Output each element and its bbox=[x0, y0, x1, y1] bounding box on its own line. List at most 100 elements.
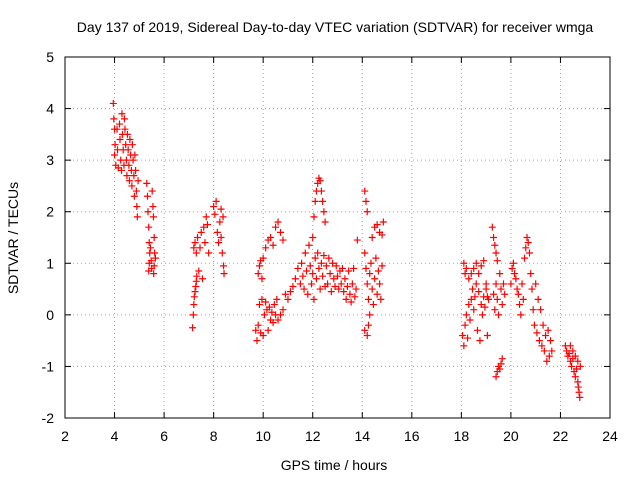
data-point bbox=[465, 301, 473, 309]
data-point bbox=[190, 244, 198, 252]
data-point bbox=[147, 257, 155, 265]
data-point bbox=[497, 285, 505, 293]
data-point bbox=[527, 270, 535, 278]
data-point bbox=[122, 156, 130, 164]
data-point bbox=[351, 293, 359, 301]
data-point bbox=[498, 301, 506, 309]
x-tick-label: 22 bbox=[553, 428, 569, 444]
data-point bbox=[566, 342, 574, 350]
data-point bbox=[113, 125, 121, 133]
data-point bbox=[277, 311, 285, 319]
data-point bbox=[470, 306, 478, 314]
data-point bbox=[220, 270, 228, 278]
data-point bbox=[543, 357, 551, 365]
data-point bbox=[145, 223, 153, 231]
data-point bbox=[548, 347, 556, 355]
data-point bbox=[341, 275, 349, 283]
data-point bbox=[281, 290, 289, 298]
data-point bbox=[274, 316, 282, 324]
data-point bbox=[539, 321, 547, 329]
y-tick-label: 4 bbox=[46, 101, 54, 117]
data-point bbox=[116, 136, 124, 144]
data-point bbox=[519, 295, 527, 303]
data-point bbox=[529, 306, 537, 314]
data-point bbox=[110, 115, 118, 123]
data-point bbox=[309, 234, 317, 241]
x-tick-label: 16 bbox=[404, 428, 420, 444]
data-point bbox=[262, 244, 270, 252]
data-point bbox=[499, 280, 507, 288]
data-point bbox=[125, 177, 133, 185]
data-point bbox=[545, 352, 553, 360]
data-point bbox=[465, 275, 473, 283]
data-point bbox=[316, 285, 324, 293]
data-point bbox=[213, 228, 221, 236]
data-point bbox=[496, 365, 504, 373]
data-point bbox=[211, 210, 219, 218]
data-point bbox=[492, 249, 500, 257]
data-point bbox=[482, 280, 490, 288]
data-point bbox=[205, 249, 213, 257]
data-point bbox=[361, 326, 369, 334]
data-point bbox=[279, 306, 287, 314]
data-point bbox=[269, 319, 277, 327]
data-point bbox=[497, 360, 505, 368]
data-point bbox=[196, 244, 204, 252]
data-point bbox=[565, 350, 573, 358]
data-point bbox=[216, 218, 224, 226]
x-tick-label: 24 bbox=[602, 428, 618, 444]
data-point bbox=[219, 213, 227, 221]
data-point bbox=[363, 280, 371, 288]
data-point bbox=[525, 249, 533, 257]
data-point bbox=[320, 252, 328, 260]
data-point bbox=[289, 282, 297, 290]
data-point bbox=[460, 259, 468, 267]
data-point bbox=[364, 295, 372, 303]
data-point bbox=[284, 295, 292, 303]
data-point bbox=[574, 357, 582, 365]
data-point bbox=[544, 326, 552, 334]
data-point bbox=[269, 241, 277, 249]
data-point bbox=[124, 146, 132, 154]
data-point bbox=[496, 270, 504, 278]
data-point bbox=[343, 282, 351, 290]
data-point bbox=[472, 259, 480, 267]
data-point bbox=[258, 275, 266, 283]
data-point bbox=[330, 275, 338, 283]
data-point bbox=[145, 239, 153, 247]
data-point bbox=[200, 223, 208, 231]
data-point bbox=[264, 326, 272, 334]
data-point bbox=[362, 264, 370, 272]
data-point bbox=[130, 172, 138, 180]
data-point bbox=[521, 254, 529, 262]
data-point bbox=[478, 311, 486, 319]
data-point bbox=[148, 187, 156, 195]
data-point bbox=[310, 295, 318, 303]
data-point bbox=[312, 275, 320, 283]
data-point bbox=[462, 264, 470, 272]
x-tick-label: 6 bbox=[160, 428, 168, 444]
data-point bbox=[132, 166, 140, 174]
y-tick-label: 1 bbox=[46, 255, 54, 271]
data-point bbox=[483, 331, 491, 339]
data-point bbox=[254, 270, 262, 278]
data-point bbox=[123, 172, 131, 180]
data-point bbox=[462, 311, 470, 319]
data-point bbox=[477, 301, 485, 309]
data-point bbox=[327, 288, 335, 296]
data-point bbox=[319, 197, 327, 205]
data-point bbox=[150, 262, 158, 270]
data-point bbox=[286, 288, 294, 296]
data-point bbox=[319, 272, 327, 280]
data-point bbox=[522, 244, 530, 252]
data-point bbox=[194, 234, 202, 241]
data-point bbox=[491, 306, 499, 314]
data-point bbox=[201, 239, 209, 247]
data-point bbox=[306, 262, 314, 270]
data-point bbox=[291, 275, 299, 283]
data-point bbox=[470, 264, 478, 272]
data-point bbox=[151, 254, 159, 262]
data-point bbox=[310, 213, 318, 221]
data-point bbox=[149, 203, 157, 211]
